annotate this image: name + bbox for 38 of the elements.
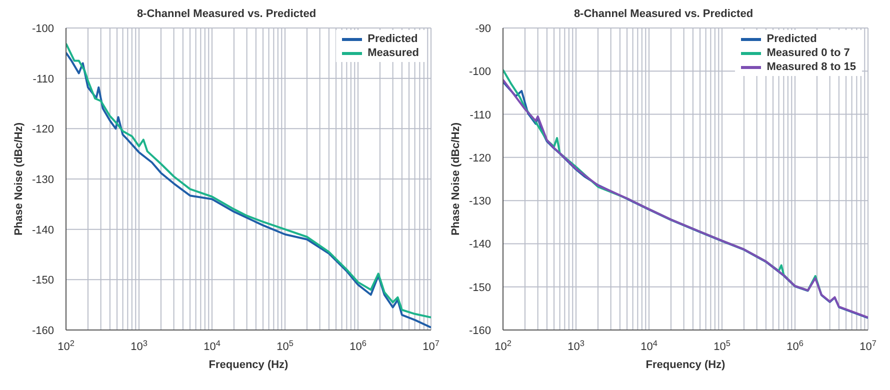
legend-label: Predicted — [368, 32, 418, 46]
y-axis-title: Phase Noise (dBc/Hz) — [450, 122, 462, 236]
chart-title: 8-Channel Measured vs. Predicted — [136, 8, 318, 22]
x-tick-label: 10$^{3}$ — [568, 338, 585, 353]
y-tick-label: -150 — [468, 282, 491, 294]
x-tick-label: 10$^{6}$ — [786, 338, 804, 353]
legend-label: Measured 8 to 15 — [766, 60, 856, 74]
x-axis-title: Frequency (Hz) — [208, 359, 289, 371]
x-tick-label: 10$^{2}$ — [58, 338, 75, 353]
y-axis-title: Phase Noise (dBc/Hz) — [12, 122, 25, 236]
x-tick-label: 10$^{7}$ — [860, 338, 877, 353]
y-tick-label: -130 — [468, 196, 491, 208]
y-tick-label: -100 — [32, 23, 54, 35]
x-tick-label: 10$^{3}$ — [130, 338, 148, 353]
x-tick-label: 10$^{4}$ — [204, 338, 221, 353]
y-tick-label: -90 — [475, 23, 491, 35]
y-tick-label: -140 — [32, 224, 54, 236]
x-tick-label: 10$^{6}$ — [350, 338, 367, 353]
y-tick-label: -150 — [32, 274, 54, 287]
x-tick-label: 10$^{7}$ — [422, 338, 440, 353]
y-tick-label: -120 — [468, 152, 491, 164]
y-tick-label: -140 — [468, 238, 491, 251]
y-tick-label: -110 — [32, 73, 54, 86]
x-tick-label: 10$^{4}$ — [640, 338, 658, 353]
y-tick-label: -130 — [32, 174, 54, 186]
legend-label: Predicted — [766, 32, 817, 46]
y-tick-label: -160 — [32, 325, 54, 337]
chart-title: 8-Channel Measured vs. Predicted — [572, 8, 754, 22]
x-tick-label: 10$^{5}$ — [714, 338, 731, 353]
x-tick-label: 10$^{5}$ — [276, 338, 294, 353]
y-tick-label: -120 — [32, 124, 54, 136]
legend-label: Measured 0 to 7 — [766, 46, 850, 60]
y-tick-label: -160 — [468, 325, 491, 337]
y-tick-label: -100 — [468, 66, 491, 78]
x-tick-label: 10$^{2}$ — [494, 338, 512, 353]
y-tick-label: -110 — [470, 109, 491, 122]
x-axis-title: Frequency (Hz) — [646, 359, 726, 371]
legend-label: Measured — [368, 46, 419, 60]
